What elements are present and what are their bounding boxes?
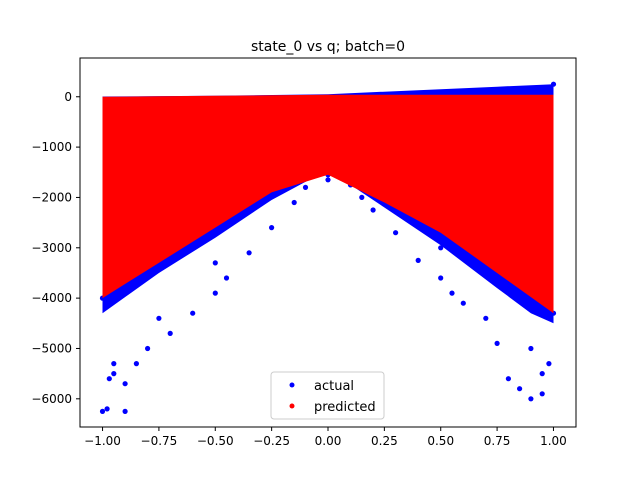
actual-point (546, 361, 552, 367)
actual-point (438, 245, 444, 251)
legend: actual predicted (270, 371, 385, 420)
actual-point (145, 345, 151, 352)
x-tick-label: 0.25 (371, 434, 398, 448)
axes: −1.00 −0.75 −0.50 −0.25 0.00 0.25 0.50 0.75 1.00… (31, 57, 577, 448)
actual-point (505, 376, 511, 382)
y-tick-label: −5000 (31, 341, 72, 355)
actual-point (99, 408, 106, 414)
x-tick-label: −0.25 (253, 434, 290, 448)
x-tick-label: 0.00 (315, 434, 342, 448)
actual-point (550, 81, 557, 87)
legend-box (270, 371, 385, 420)
actual-point (212, 260, 218, 266)
x-tick-label: −1.00 (84, 434, 121, 448)
actual-point (133, 361, 139, 367)
y-tick-label: −3000 (31, 241, 72, 255)
actual-point (246, 250, 252, 256)
predicted-point-cloud (102, 94, 554, 314)
actual-point (325, 177, 331, 183)
actual-point (156, 315, 162, 321)
legend-label-actual: actual (314, 379, 354, 394)
y-tick-label: 0 (64, 90, 72, 104)
x-tick-label: −0.50 (197, 434, 234, 448)
actual-point (190, 310, 196, 316)
actual-point (111, 361, 117, 367)
legend-marker-actual (289, 382, 295, 388)
actual-point (415, 257, 421, 263)
x-tick-label: 0.50 (427, 434, 454, 448)
actual-point (359, 194, 365, 200)
actual-point (223, 275, 230, 281)
actual-point (104, 406, 110, 412)
actual-point (483, 315, 489, 321)
x-tick-label: 1.00 (540, 434, 567, 448)
actual-point (167, 330, 173, 336)
actual-point (122, 408, 128, 414)
actual-point (460, 300, 466, 306)
chart-title: state_0 vs q; batch=0 (251, 39, 405, 55)
actual-point (393, 230, 399, 236)
actual-point (302, 184, 309, 190)
actual-point (539, 371, 545, 377)
x-tick-label: 0.75 (484, 434, 511, 448)
actual-point (269, 225, 275, 231)
actual-point (528, 345, 534, 352)
actual-point (370, 207, 376, 213)
legend-label-predicted: predicted (314, 400, 376, 415)
actual-point (106, 376, 112, 382)
y-tick-label: −1000 (31, 140, 72, 154)
plot-area (99, 81, 557, 414)
actual-point (111, 371, 117, 377)
actual-point (212, 290, 218, 296)
actual-point (438, 275, 444, 281)
y-tick-label: −6000 (31, 392, 72, 406)
actual-point (449, 290, 455, 296)
actual-point (494, 340, 500, 346)
actual-point (539, 391, 545, 397)
y-tick-label: −2000 (31, 190, 72, 204)
actual-point (528, 396, 534, 402)
actual-point (517, 386, 523, 392)
legend-marker-predicted (289, 403, 295, 409)
x-tick-label: −0.75 (141, 434, 178, 448)
actual-point (122, 381, 128, 387)
actual-point (291, 199, 297, 206)
y-tick-label: −4000 (31, 291, 72, 305)
